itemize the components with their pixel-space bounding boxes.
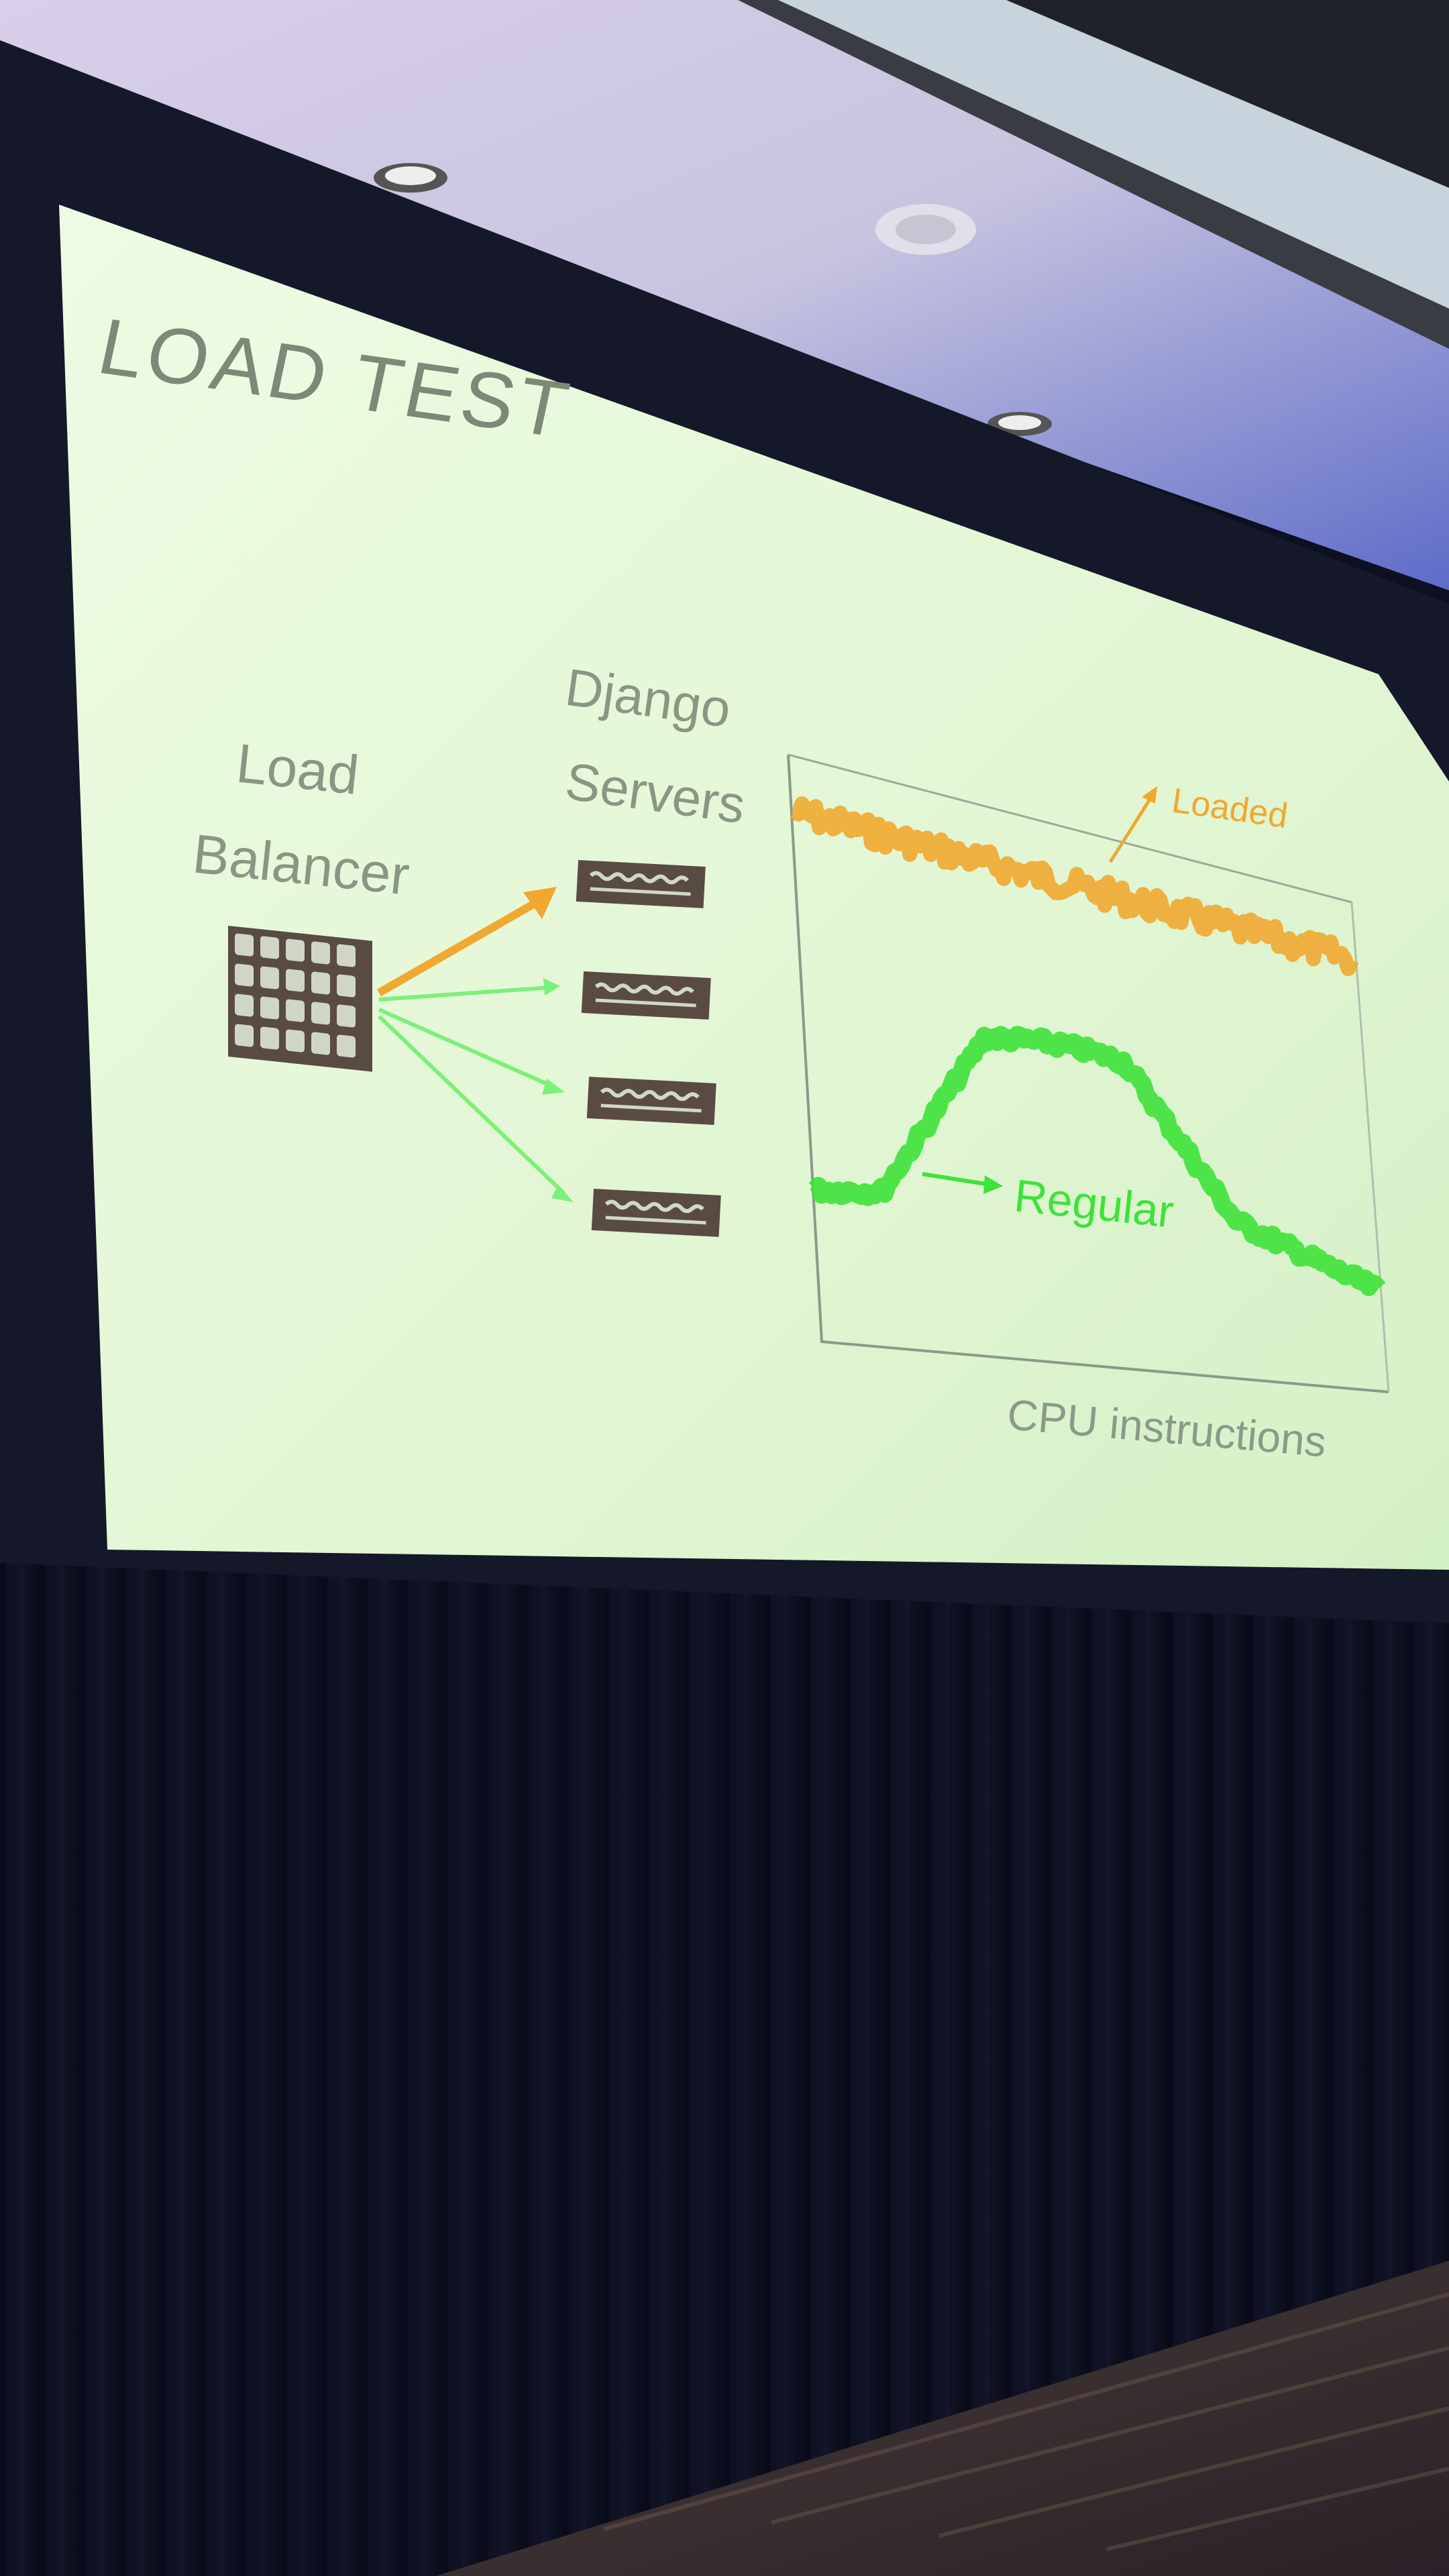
server-unit-icon: [586, 1077, 716, 1125]
regular-series-line: [808, 1026, 1386, 1296]
server-unit-icon: [576, 860, 706, 908]
slide-surface: [59, 205, 1449, 1570]
regular-arrow: [377, 985, 566, 1195]
ceiling: [0, 0, 1449, 590]
server-unit-icon: [591, 1189, 721, 1237]
loaded-series-line: [790, 796, 1359, 977]
chart-axes: [787, 754, 1389, 1393]
loaded-arrow: [377, 887, 557, 997]
server-unit-icon: [581, 971, 711, 1020]
floor: [436, 2261, 1449, 2576]
server-rack-icon: [228, 926, 372, 1072]
loaded-label-arrow: [1108, 786, 1157, 863]
load-balancer-label-line1: Load: [233, 733, 362, 806]
regular-label-arrow: [922, 1172, 1003, 1194]
